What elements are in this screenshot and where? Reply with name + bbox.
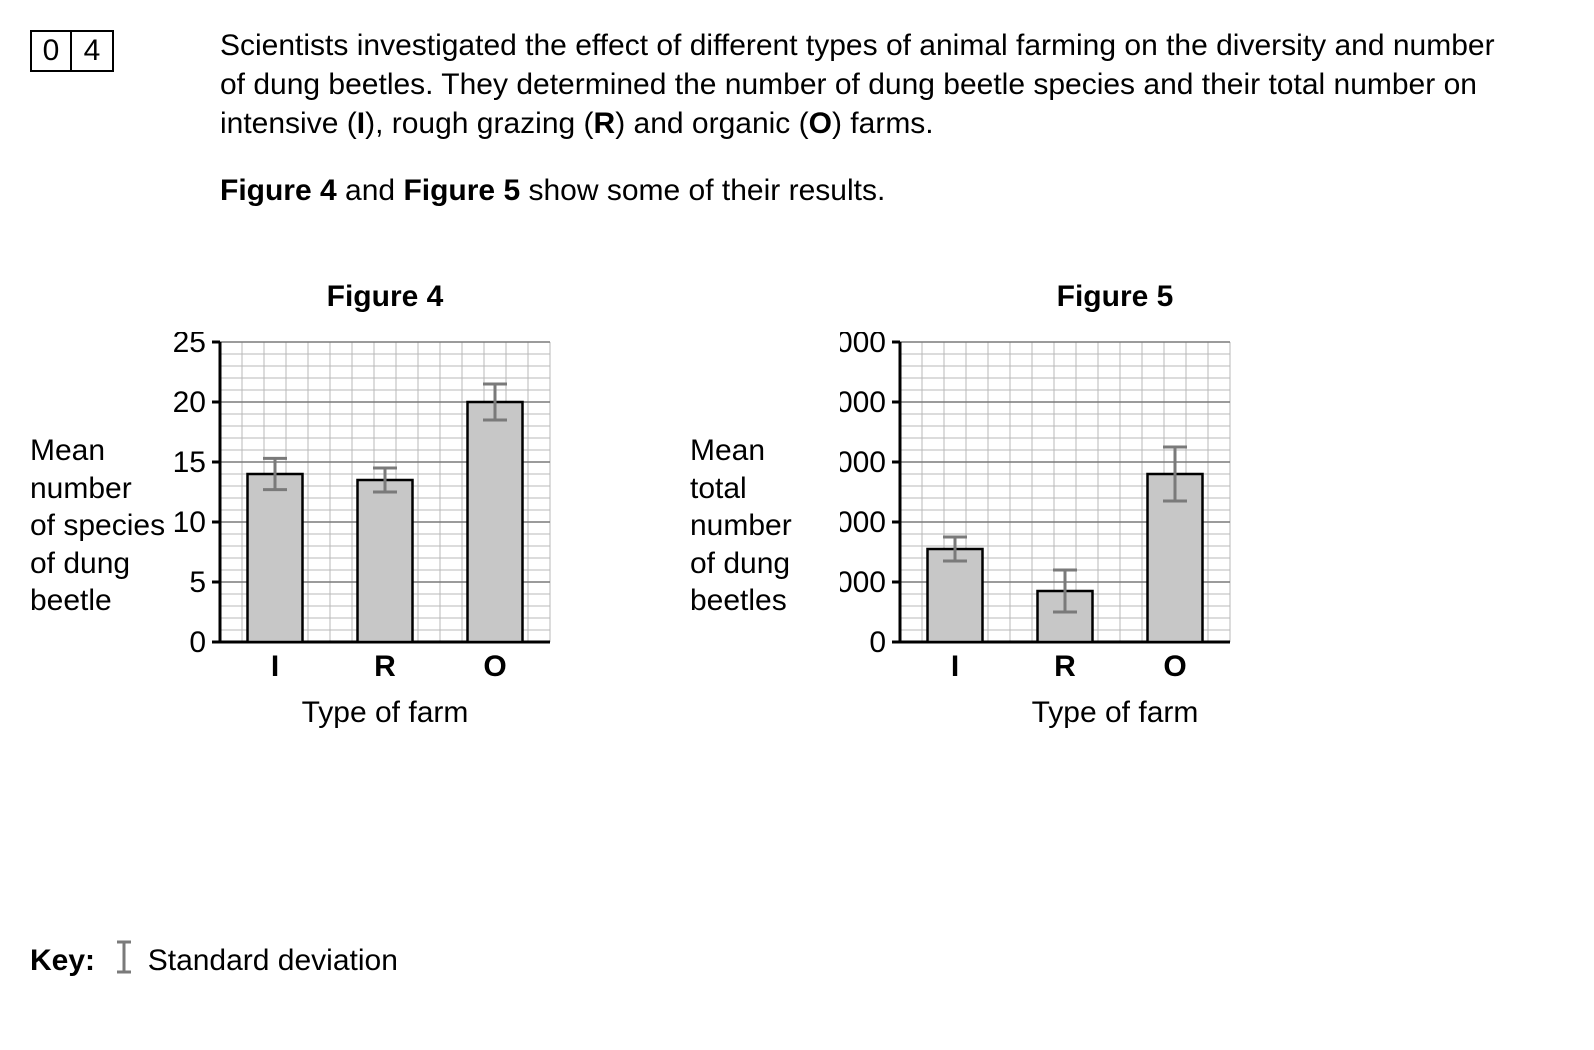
svg-text:8 000: 8 000 <box>840 386 886 419</box>
x-tick-label: O <box>1163 650 1186 683</box>
figure-4-wrap: Figure 4 Meannumberof speciesof dungbeet… <box>30 280 630 730</box>
charts-row: Figure 4 Meannumberof speciesof dungbeet… <box>30 280 1564 920</box>
page: 0 4 Scientists investigated the effect o… <box>0 0 1594 1050</box>
key-text: Standard deviation <box>148 944 398 977</box>
svg-text:20: 20 <box>173 386 206 419</box>
svg-text:10 000: 10 000 <box>840 332 886 359</box>
key-row: Key: Standard deviation <box>30 940 398 978</box>
figure-4-xlabel: Type of farm <box>220 696 550 730</box>
svg-text:0: 0 <box>869 626 886 659</box>
figure-5-xlabel: Type of farm <box>950 696 1280 730</box>
bar-I <box>248 474 303 642</box>
x-tick-label: R <box>1054 650 1076 683</box>
x-tick-label: I <box>271 650 279 683</box>
question-number-box: 0 4 <box>30 30 114 72</box>
svg-text:25: 25 <box>173 332 206 359</box>
svg-text:15: 15 <box>173 446 206 479</box>
intro-paragraph: Scientists investigated the effect of di… <box>220 26 1520 143</box>
svg-text:6 000: 6 000 <box>840 446 886 479</box>
bar-O <box>468 402 523 642</box>
figure-5-ylabel: Meantotalnumberof dungbeetles <box>690 432 850 620</box>
svg-text:4 000: 4 000 <box>840 506 886 539</box>
x-tick-label: I <box>951 650 959 683</box>
key-label: Key: <box>30 944 95 977</box>
figure-5-title: Figure 5 <box>950 280 1280 314</box>
figure-5-wrap: Figure 5 Meantotalnumberof dungbeetles 0… <box>690 280 1390 730</box>
question-number-digit: 0 <box>30 30 72 72</box>
question-number-digit: 4 <box>72 30 114 72</box>
figure-5-chart: 0 2 000 4 000 6 000 8 000 10 000 I R O <box>840 332 1238 687</box>
figure-4-chart: 0 5 10 15 20 25 I R O <box>160 332 558 687</box>
svg-text:10: 10 <box>173 506 206 539</box>
svg-text:5: 5 <box>189 566 206 599</box>
body-column: Scientists investigated the effect of di… <box>220 26 1520 238</box>
caption-line: Figure 4 and Figure 5 show some of their… <box>220 171 1520 210</box>
bar-R <box>358 480 413 642</box>
svg-text:0: 0 <box>189 626 206 659</box>
error-bar-icon <box>115 940 133 974</box>
svg-text:2 000: 2 000 <box>840 566 886 599</box>
x-tick-label: R <box>374 650 396 683</box>
bar-I <box>928 549 983 642</box>
figure-4-title: Figure 4 <box>220 280 550 314</box>
x-tick-label: O <box>483 650 506 683</box>
